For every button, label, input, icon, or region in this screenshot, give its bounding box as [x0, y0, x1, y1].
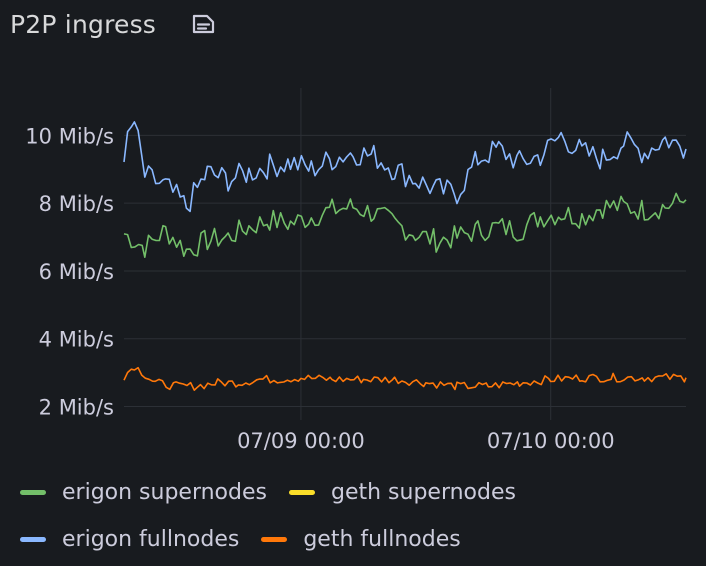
- legend-row: erigon fullnodes geth fullnodes: [20, 519, 700, 559]
- legend-label: erigon supernodes: [62, 479, 267, 505]
- y-tick-label: 4 Mib/s: [39, 328, 114, 352]
- legend-swatch: [288, 489, 315, 495]
- y-tick-label: 6 Mib/s: [39, 260, 114, 284]
- y-tick-label: 8 Mib/s: [39, 192, 114, 216]
- x-tick-label: 07/10 00:00: [487, 429, 615, 453]
- description-icon: [192, 14, 215, 34]
- panel-description-icon[interactable]: [190, 10, 218, 38]
- legend-label: erigon fullnodes: [62, 526, 240, 552]
- legend-item-erigon-supernodes[interactable]: erigon supernodes: [20, 480, 267, 505]
- chart-area[interactable]: 2 Mib/s 4 Mib/s 6 Mib/s 8 Mib/s 10 Mib/s 07/0…: [0, 0, 706, 470]
- legend-swatch: [20, 489, 46, 495]
- y-tick-label: 2 Mib/s: [39, 395, 114, 419]
- erigon-fullnodes-line[interactable]: [123, 121, 687, 213]
- x-tick-label: 07/09 00:00: [237, 429, 365, 453]
- legend-item-erigon-fullnodes[interactable]: erigon fullnodes: [20, 527, 239, 552]
- legend-item-geth-fullnodes[interactable]: geth fullnodes: [261, 526, 461, 552]
- legend-swatch: [20, 536, 46, 542]
- panel-header: P2P ingress: [10, 6, 218, 42]
- legend-item-geth-supernodes[interactable]: geth supernodes: [288, 479, 516, 505]
- erigon-supernodes-line[interactable]: [123, 192, 687, 258]
- panel-title[interactable]: P2P ingress: [10, 9, 157, 39]
- legend-swatch: [261, 536, 288, 542]
- legend: erigon supernodes geth supernodes erigon f…: [20, 472, 700, 566]
- legend-row: erigon supernodes geth supernodes: [20, 472, 700, 512]
- geth-fullnodes-line[interactable]: [123, 366, 687, 391]
- y-tick-label: 10 Mib/s: [25, 124, 114, 148]
- legend-label: geth fullnodes: [303, 526, 461, 552]
- legend-label: geth supernodes: [330, 479, 516, 505]
